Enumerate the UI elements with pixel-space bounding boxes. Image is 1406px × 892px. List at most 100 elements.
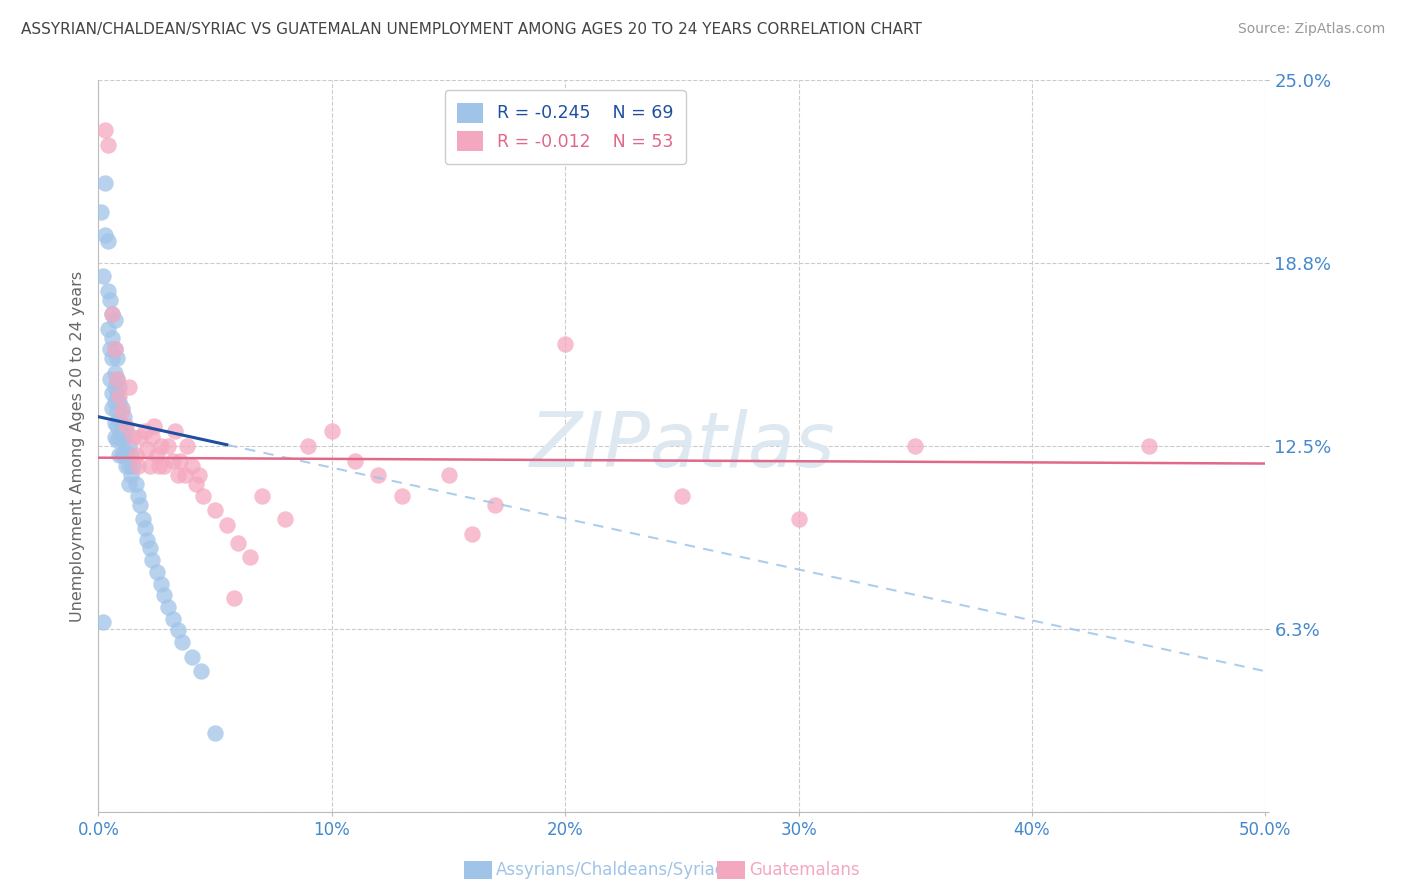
Text: Source: ZipAtlas.com: Source: ZipAtlas.com bbox=[1237, 22, 1385, 37]
Point bbox=[169, 453, 191, 467]
Point bbox=[139, 541, 162, 556]
Point bbox=[108, 412, 131, 426]
Point bbox=[111, 401, 134, 415]
Point bbox=[115, 445, 138, 459]
Point bbox=[118, 439, 141, 453]
Point bbox=[127, 459, 149, 474]
Point bbox=[787, 512, 810, 526]
Point bbox=[157, 439, 180, 453]
Point bbox=[190, 665, 212, 679]
Point bbox=[134, 425, 156, 439]
Point bbox=[94, 123, 117, 137]
Point bbox=[186, 477, 208, 491]
Point bbox=[111, 433, 134, 447]
Point bbox=[129, 498, 152, 512]
Point bbox=[146, 448, 169, 462]
Point bbox=[437, 468, 460, 483]
Point bbox=[127, 489, 149, 503]
Point bbox=[125, 448, 148, 462]
Point bbox=[91, 615, 114, 629]
Point bbox=[173, 468, 195, 483]
Point bbox=[141, 553, 163, 567]
Point bbox=[104, 343, 127, 357]
Point bbox=[157, 599, 180, 614]
Point bbox=[180, 649, 202, 664]
Point bbox=[104, 416, 127, 430]
Point bbox=[105, 351, 128, 366]
Point bbox=[101, 307, 124, 321]
Point bbox=[204, 503, 226, 517]
Point bbox=[112, 409, 135, 424]
Point bbox=[105, 372, 128, 386]
Point bbox=[367, 468, 389, 483]
Point bbox=[94, 228, 117, 243]
Point bbox=[148, 459, 170, 474]
Y-axis label: Unemployment Among Ages 20 to 24 years: Unemployment Among Ages 20 to 24 years bbox=[69, 270, 84, 622]
Point bbox=[222, 591, 245, 606]
Point bbox=[97, 137, 120, 152]
Point bbox=[166, 468, 188, 483]
Point bbox=[108, 448, 131, 462]
Point bbox=[215, 518, 238, 533]
Point bbox=[91, 269, 114, 284]
Point bbox=[101, 351, 124, 366]
Point bbox=[344, 453, 367, 467]
Point bbox=[115, 425, 138, 439]
Point bbox=[152, 588, 174, 602]
Point bbox=[111, 418, 134, 433]
Point bbox=[136, 533, 159, 547]
Point bbox=[101, 331, 124, 345]
Point bbox=[105, 418, 128, 433]
Point bbox=[104, 430, 127, 444]
Text: ASSYRIAN/CHALDEAN/SYRIAC VS GUATEMALAN UNEMPLOYMENT AMONG AGES 20 TO 24 YEARS CO: ASSYRIAN/CHALDEAN/SYRIAC VS GUATEMALAN U… bbox=[21, 22, 922, 37]
Point bbox=[98, 293, 121, 307]
Point bbox=[105, 404, 128, 418]
Point bbox=[134, 521, 156, 535]
Point bbox=[108, 380, 131, 394]
Point bbox=[150, 576, 173, 591]
Point bbox=[239, 550, 262, 565]
Point bbox=[321, 425, 343, 439]
Point bbox=[204, 725, 226, 739]
Point bbox=[105, 372, 128, 386]
Point bbox=[101, 307, 124, 321]
Point bbox=[129, 430, 152, 444]
Point bbox=[101, 401, 124, 415]
Point bbox=[112, 448, 135, 462]
Point bbox=[112, 430, 135, 444]
Point bbox=[98, 372, 121, 386]
Point bbox=[166, 624, 188, 638]
Point bbox=[105, 389, 128, 403]
Point bbox=[187, 468, 209, 483]
Point bbox=[554, 336, 576, 351]
Point bbox=[139, 459, 162, 474]
Point bbox=[104, 395, 127, 409]
Point bbox=[115, 459, 138, 474]
Point bbox=[122, 430, 145, 444]
Point bbox=[104, 343, 127, 357]
Point bbox=[152, 459, 174, 474]
Point bbox=[904, 439, 927, 453]
Point bbox=[180, 459, 202, 474]
Point bbox=[118, 459, 141, 474]
Point bbox=[193, 489, 215, 503]
Point bbox=[297, 439, 319, 453]
Point bbox=[143, 418, 166, 433]
Point bbox=[104, 313, 127, 327]
Point bbox=[111, 448, 134, 462]
Point bbox=[104, 380, 127, 394]
Point bbox=[162, 612, 184, 626]
Point bbox=[111, 404, 134, 418]
Point bbox=[484, 498, 506, 512]
Point bbox=[165, 425, 187, 439]
Point bbox=[250, 489, 273, 503]
Point bbox=[150, 439, 173, 453]
Point bbox=[120, 448, 142, 462]
Point bbox=[461, 526, 484, 541]
Point bbox=[101, 386, 124, 401]
Point bbox=[1137, 439, 1160, 453]
Text: Assyrians/Chaldeans/Syriacs: Assyrians/Chaldeans/Syriacs bbox=[496, 861, 734, 879]
Point bbox=[108, 395, 131, 409]
Point bbox=[125, 477, 148, 491]
Legend: R = -0.245    N = 69, R = -0.012    N = 53: R = -0.245 N = 69, R = -0.012 N = 53 bbox=[444, 90, 686, 163]
